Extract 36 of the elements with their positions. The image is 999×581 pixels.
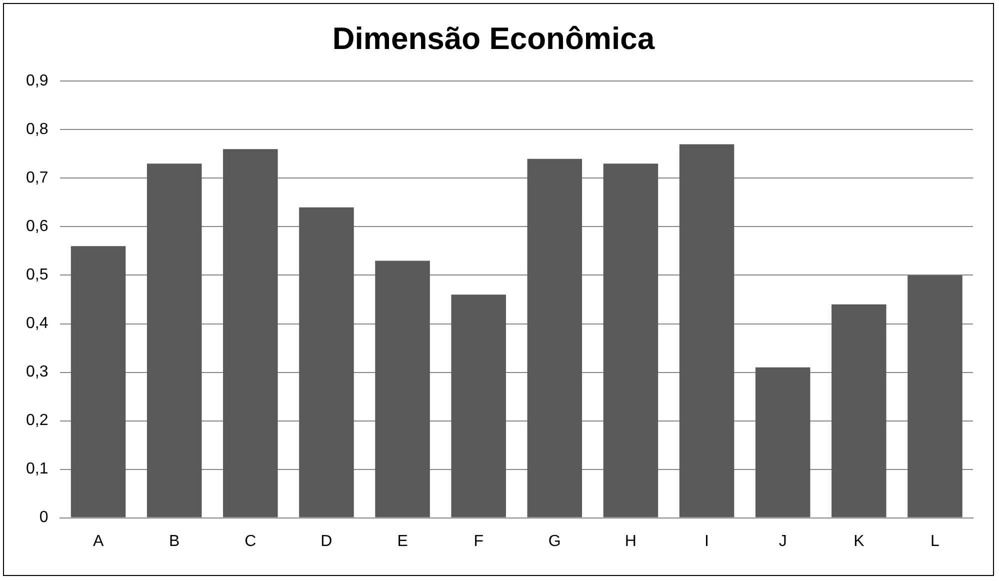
bar: [299, 207, 354, 518]
x-tick-label: J: [778, 532, 787, 550]
y-tick-label: 0,5: [26, 266, 48, 284]
x-tick-label: L: [930, 532, 940, 550]
chart-title: Dimensão Econômica: [332, 21, 656, 56]
bar: [679, 144, 734, 518]
x-tick-label: C: [244, 532, 256, 550]
y-tick-label: 0,9: [26, 72, 48, 90]
x-tick-label: E: [397, 532, 408, 550]
y-tick-label: 0,3: [26, 364, 48, 381]
bar: [832, 304, 886, 518]
x-tick-label: G: [548, 532, 561, 550]
chart-frame: Dimensão Econômica A B C D E F G H I J K L 0 0,1 0,2 0,3 0,4 0,5 0,6 0,7 0,8 0,9: [3, 3, 994, 576]
bar: [527, 158, 582, 518]
x-tick-label: A: [92, 532, 104, 550]
x-tick-label: I: [704, 532, 710, 550]
bar: [755, 367, 810, 518]
bar: [146, 164, 202, 518]
x-tick-label: D: [320, 532, 332, 550]
bar: [375, 260, 430, 518]
bar: [223, 149, 278, 518]
x-tick-label: F: [474, 532, 484, 550]
y-tick-label: 0: [39, 509, 48, 526]
bar: [451, 294, 506, 518]
y-tick-label: 0,2: [26, 412, 48, 430]
y-tick-label: 0,1: [26, 460, 48, 478]
y-tick-label: 0,7: [26, 170, 48, 187]
y-tick-label: 0,8: [26, 121, 48, 138]
x-tick-label: H: [624, 532, 636, 550]
bar: [70, 246, 126, 518]
bar: [908, 275, 962, 518]
bar: [603, 164, 658, 518]
x-tick-label: B: [169, 532, 180, 550]
y-tick-label: 0,4: [26, 315, 48, 332]
y-tick-label: 0,6: [26, 218, 48, 236]
x-tick-label: K: [854, 532, 865, 550]
